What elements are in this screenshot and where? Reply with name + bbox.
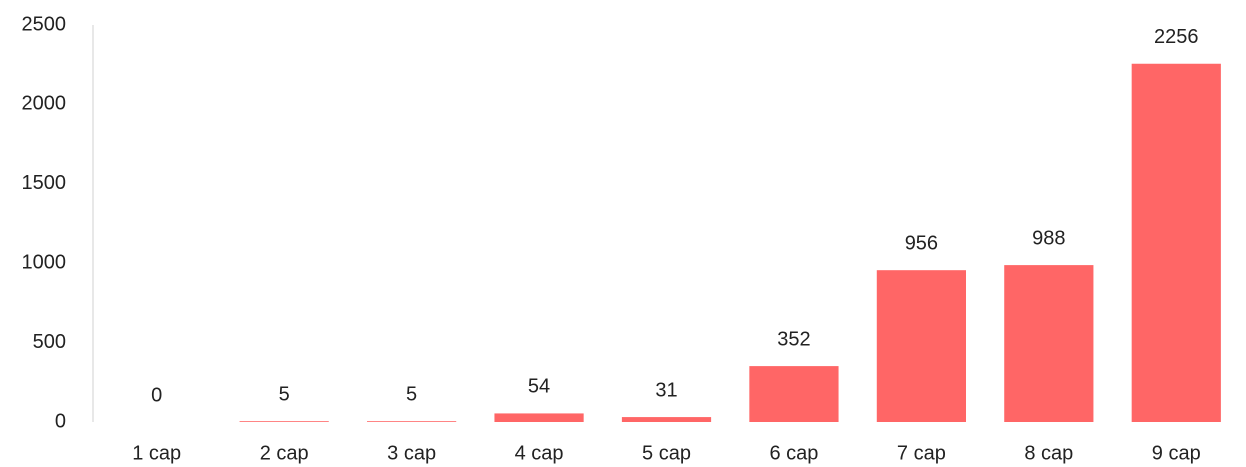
x-tick-label: 9 cap <box>1152 442 1201 464</box>
data-label: 0 <box>151 384 162 406</box>
bar <box>494 413 584 422</box>
bar <box>239 421 329 422</box>
y-tick-label: 2000 <box>22 93 67 115</box>
data-label: 2256 <box>1154 26 1199 48</box>
bar <box>876 270 966 422</box>
x-tick-label: 4 cap <box>515 442 564 464</box>
y-tick-label: 500 <box>33 331 66 353</box>
y-tick-label: 1500 <box>22 172 67 194</box>
data-label: 988 <box>1032 227 1065 249</box>
y-tick-label: 2500 <box>22 13 67 35</box>
bar <box>1004 265 1094 422</box>
data-label: 5 <box>406 383 417 405</box>
x-tick-label: 1 cap <box>132 442 181 464</box>
data-label: 956 <box>905 232 938 254</box>
data-label: 54 <box>528 376 550 398</box>
x-tick-label: 5 cap <box>642 442 691 464</box>
x-tick-label: 8 cap <box>1024 442 1073 464</box>
data-label: 5 <box>279 383 290 405</box>
x-tick-label: 2 cap <box>260 442 309 464</box>
bar <box>367 421 457 422</box>
x-tick-label: 6 cap <box>769 442 818 464</box>
data-label: 31 <box>655 379 677 401</box>
data-label: 352 <box>777 328 810 350</box>
y-tick-label: 1000 <box>22 251 67 273</box>
bar <box>749 366 839 422</box>
x-tick-label: 7 cap <box>897 442 946 464</box>
bar <box>1131 63 1221 423</box>
y-tick-label: 0 <box>55 410 66 432</box>
x-tick-label: 3 cap <box>387 442 436 464</box>
bar <box>621 417 712 422</box>
